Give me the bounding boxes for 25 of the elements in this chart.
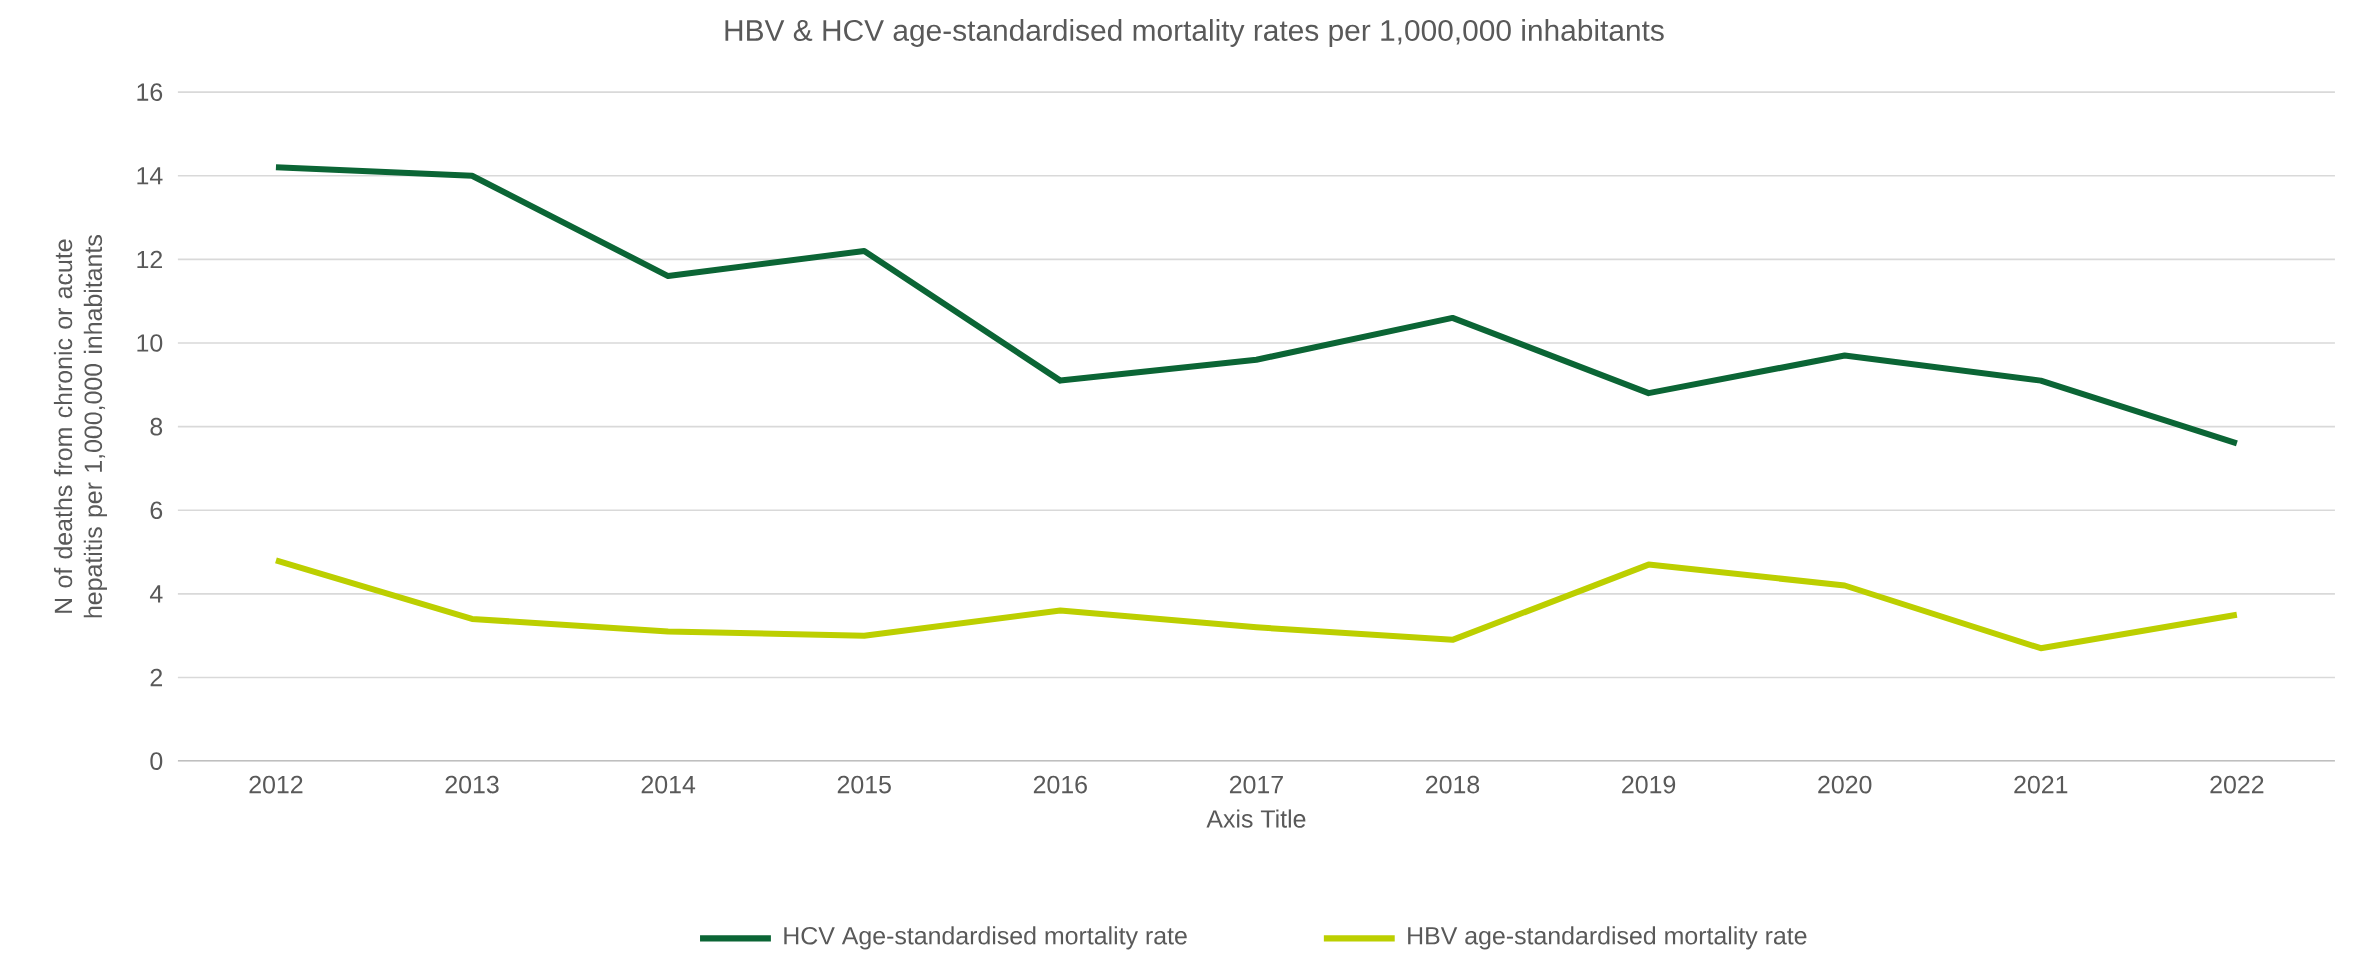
- x-tick-label: 2014: [641, 775, 696, 794]
- x-axis-title: Axis Title: [1206, 809, 1306, 828]
- x-tick-label: 2012: [249, 775, 303, 794]
- y-tick-label: 6: [150, 501, 163, 519]
- x-tick-label: 2021: [2014, 775, 2068, 794]
- chart-title: HBV & HCV age-standardised mortality rates per 1,000,000 inhabitants: [725, 18, 1664, 47]
- x-tick-label: 2019: [1622, 775, 1676, 794]
- y-tick-label: 16: [137, 83, 163, 101]
- y-tick-label: 4: [149, 585, 163, 603]
- y-tick-label: 8: [150, 417, 163, 436]
- y-tick-label: 2: [150, 668, 163, 687]
- x-tick-label: 2013: [445, 775, 499, 794]
- x-tick-label: 2015: [837, 775, 891, 794]
- x-tick-label: 2016: [1033, 775, 1087, 794]
- y-tick-label: 10: [137, 334, 163, 352]
- legend-label: HBV age-standardised mortality rate: [1408, 926, 1807, 950]
- x-tick-label: 2020: [1818, 775, 1872, 794]
- x-tick-label: 2017: [1229, 775, 1283, 794]
- legend-label: HCV Age-standardised mortality rate: [784, 926, 1187, 950]
- x-tick-label: 2022: [2210, 775, 2264, 794]
- y-tick-label: 12: [137, 250, 163, 268]
- y-tick-label: 14: [137, 167, 163, 185]
- y-tick-label: 0: [150, 752, 163, 770]
- y-axis-title: N of deaths from chronic or acute hepatitis per 1,000,000 inhabitants: [53, 235, 108, 618]
- x-tick-label: 2018: [1426, 775, 1480, 794]
